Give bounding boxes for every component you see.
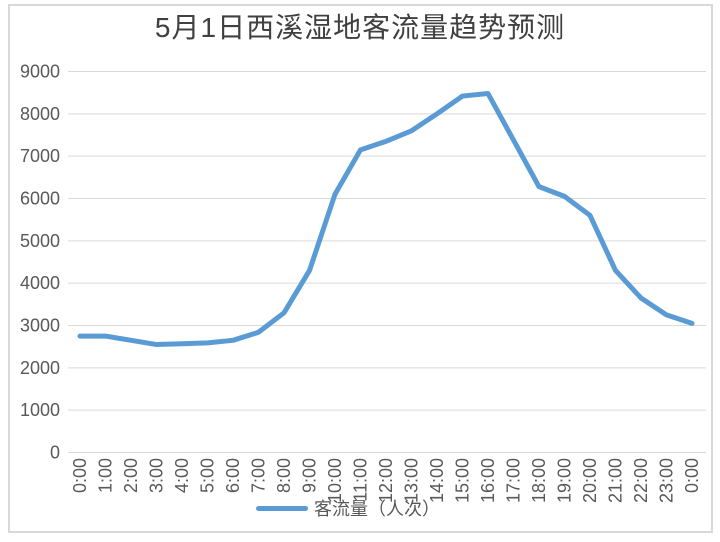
y-tick-label: 4000 [20, 273, 60, 293]
y-tick-label: 3000 [20, 316, 60, 336]
x-tick-label: 7:00 [249, 458, 269, 493]
x-tick-label: 4:00 [172, 458, 192, 493]
x-tick-label: 14:00 [427, 458, 447, 503]
x-tick-label: 9:00 [300, 458, 320, 493]
series-line [77, 91, 695, 348]
x-tick-label: 5:00 [198, 458, 218, 493]
x-tick-label: 20:00 [580, 458, 600, 503]
x-tick-label: 23:00 [657, 458, 677, 503]
x-tick-label: 13:00 [402, 458, 422, 503]
x-tick-label: 8:00 [274, 458, 294, 493]
x-tick-label: 10:00 [325, 458, 345, 503]
x-tick-label: 11:00 [351, 458, 371, 502]
y-tick-label: 8000 [20, 104, 60, 124]
x-tick-label: 18:00 [529, 458, 549, 503]
x-tick-label: 0:00 [70, 458, 90, 493]
x-tick-label: 19:00 [555, 458, 575, 503]
legend: 客流量（人次） [256, 495, 440, 521]
y-tick-label: 5000 [20, 231, 60, 251]
x-tick-label: 1:00 [96, 458, 116, 493]
x-tick-label: 6:00 [223, 458, 243, 493]
y-tick-label: 0 [50, 443, 60, 463]
legend-series-label: 客流量（人次） [314, 499, 440, 519]
y-tick-label: 6000 [20, 189, 60, 209]
x-tick-label: 15:00 [453, 458, 473, 503]
y-tick-label: 1000 [20, 400, 60, 420]
legend-line-marker [256, 505, 308, 511]
x-tick-label: 17:00 [504, 458, 524, 503]
x-tick-label: 16:00 [478, 458, 498, 503]
x-tick-label: 12:00 [376, 458, 396, 503]
x-tick-label: 21:00 [606, 458, 626, 503]
x-tick-label: 2:00 [121, 458, 141, 493]
y-tick-label: 7000 [20, 146, 60, 166]
chart-title: 5月1日西溪湿地客流量趋势预测 [154, 12, 566, 43]
x-tick-label: 22:00 [631, 458, 651, 503]
y-tick-label: 9000 [20, 62, 60, 82]
y-tick-label: 2000 [20, 358, 60, 378]
x-tick-label: 3:00 [147, 458, 167, 493]
x-tick-label: 0:00 [682, 458, 702, 493]
